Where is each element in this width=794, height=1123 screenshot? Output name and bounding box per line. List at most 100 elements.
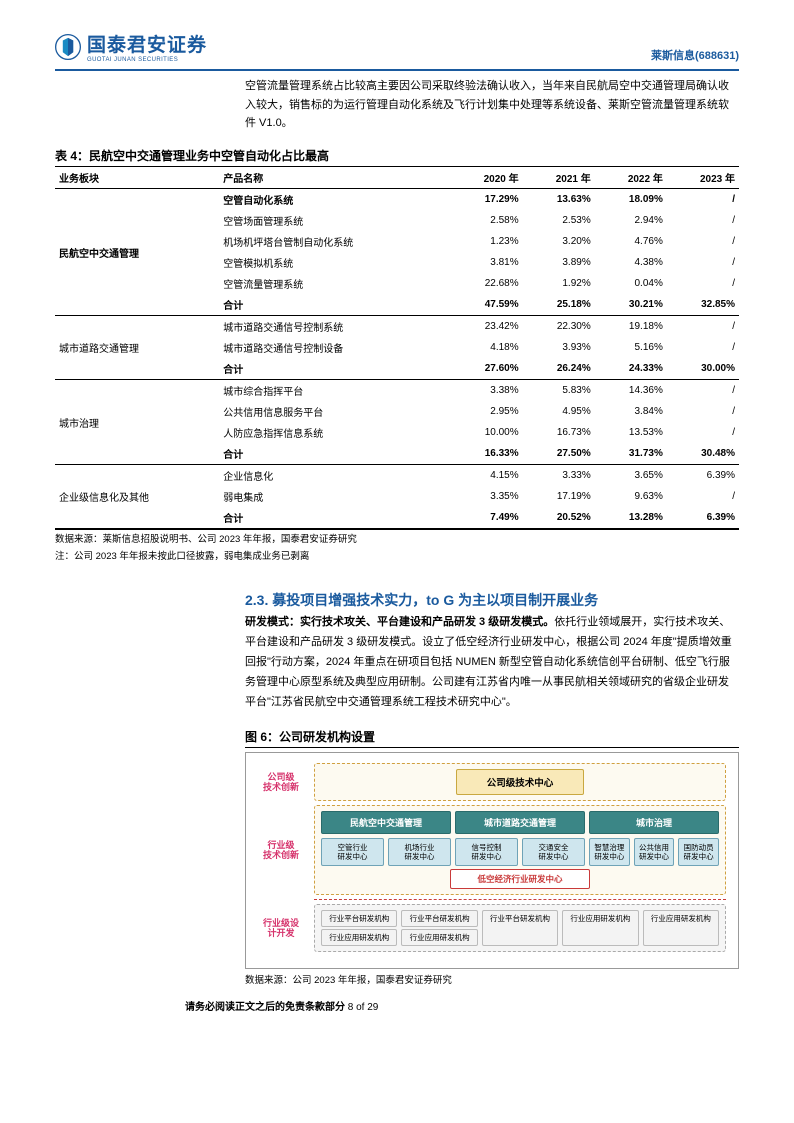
table4-value: / (667, 316, 739, 338)
table4-value: 0.04% (595, 273, 667, 294)
table4-value: 6.39% (667, 465, 739, 487)
grey-node: 行业应用研发机构 (562, 910, 638, 946)
table4-value: 2.58% (451, 210, 523, 231)
blue-node: 智慧治理研发中心 (589, 838, 630, 866)
table4-value: / (667, 486, 739, 507)
green-node: 城市道路交通管理 (455, 811, 585, 834)
table4-product: 弱电集成 (219, 486, 450, 507)
blue-node: 信号控制研发中心 (455, 838, 518, 866)
table4-value: 4.95% (523, 401, 595, 422)
section-2-3-para: 研发模式：实行技术攻关、平台建设和产品研发 3 级研发模式。依托行业领域展开，实… (245, 613, 739, 712)
footer-page: 8 of 29 (348, 1002, 379, 1013)
table4-value: 2.94% (595, 210, 667, 231)
level3-label: 行业级设计开发 (258, 918, 304, 940)
company-logo-icon (55, 34, 81, 60)
table4-product: 空管自动化系统 (219, 189, 450, 211)
table4: 业务板块产品名称2020 年2021 年2022 年2023 年 民航空中交通管… (55, 167, 739, 529)
blue-node: 国防动员研发中心 (678, 838, 719, 866)
table4-value: 1.23% (451, 231, 523, 252)
table4-value: 3.84% (595, 401, 667, 422)
figure6-source: 数据来源：公司 2023 年年报，国泰君安证券研究 (245, 972, 739, 986)
table4-value: 22.30% (523, 316, 595, 338)
table4-value: / (667, 273, 739, 294)
table4-row: 民航空中交通管理空管自动化系统17.29%13.63%18.09%/ (55, 189, 739, 211)
dashed-separator (314, 899, 726, 900)
table4-block-label: 企业级信息化及其他 (55, 465, 219, 529)
table4-row: 企业级信息化及其他企业信息化4.15%3.33%3.65%6.39% (55, 465, 739, 487)
table4-value: 5.83% (523, 380, 595, 402)
footer-text: 请务必阅读正文之后的免责条款部分 (185, 1002, 345, 1013)
table4-value: 5.16% (595, 337, 667, 358)
figure6-title: 图 6：公司研发机构设置 (245, 728, 739, 748)
table4-value: / (667, 380, 739, 402)
blue-node: 公共信用研发中心 (634, 838, 675, 866)
grey-node: 行业应用研发机构 (401, 929, 477, 946)
table4-source: 数据来源：莱斯信息招股说明书、公司 2023 年年报，国泰君安证券研究 (55, 532, 739, 547)
table4-value: / (667, 401, 739, 422)
table4-product: 城市综合指挥平台 (219, 380, 450, 402)
green-node: 民航空中交通管理 (321, 811, 451, 834)
table4-value: 3.35% (451, 486, 523, 507)
table4-value: 4.15% (451, 465, 523, 487)
green-node: 城市治理 (589, 811, 719, 834)
blue-node: 交通安全研发中心 (522, 838, 585, 866)
table4-value: 16.73% (523, 422, 595, 443)
table4-value: 9.63% (595, 486, 667, 507)
table4-value: 3.65% (595, 465, 667, 487)
table4-value: 3.81% (451, 252, 523, 273)
red-highlight-node: 低空经济行业研发中心 (450, 869, 590, 889)
para-body: 依托行业领域展开，实行技术攻关、平台建设和产品研发 3 级研发模式。设立了低空经… (245, 616, 732, 707)
table4-value: / (667, 210, 739, 231)
grey-node: 行业平台研发机构 (482, 910, 558, 946)
table4-value: 4.38% (595, 252, 667, 273)
table4-col-header: 产品名称 (219, 167, 450, 189)
table4-value: / (667, 189, 739, 211)
level1-label: 公司级技术创新 (258, 772, 304, 794)
table4-product: 空管场面管理系统 (219, 210, 450, 231)
page-header: 国泰君安证券 GUOTAI JUNAN SECURITIES 莱斯信息(6886… (55, 30, 739, 65)
table4-value: 1.92% (523, 273, 595, 294)
table4-row: 城市治理城市综合指挥平台3.38%5.83%14.36%/ (55, 380, 739, 402)
section-2-3-heading: 2.3. 募投项目增强技术实力，to G 为主以项目制开展业务 (245, 590, 739, 610)
table4-product: 城市道路交通信号控制设备 (219, 337, 450, 358)
grey-node: 行业平台研发机构 (321, 910, 397, 927)
table4-value: 10.00% (451, 422, 523, 443)
table4-block-label: 民航空中交通管理 (55, 189, 219, 316)
table4-value: / (667, 337, 739, 358)
intro-paragraph: 空管流量管理系统占比较高主要因公司采取终验法确认收入，当年来自民航局空中交通管理… (245, 77, 739, 133)
table4-value: 3.93% (523, 337, 595, 358)
para-lead: 研发模式：实行技术攻关、平台建设和产品研发 3 级研发模式。 (245, 616, 554, 628)
table4-product: 人防应急指挥信息系统 (219, 422, 450, 443)
logo-text-en: GUOTAI JUNAN SECURITIES (87, 57, 207, 63)
table4-value: / (667, 231, 739, 252)
table4-value: 17.29% (451, 189, 523, 211)
table4-block-label: 城市道路交通管理 (55, 316, 219, 380)
logo-text-cn: 国泰君安证券 (87, 30, 207, 57)
table4-value: 3.38% (451, 380, 523, 402)
table4-value: 3.89% (523, 252, 595, 273)
page-footer: 请务必阅读正文之后的免责条款部分 8 of 29 (185, 998, 739, 1013)
level2-label: 行业级技术创新 (258, 840, 304, 862)
table4-value: 19.18% (595, 316, 667, 338)
grey-node: 行业平台研发机构 (401, 910, 477, 927)
table4-value: 3.20% (523, 231, 595, 252)
document-title: 莱斯信息(688631) (651, 47, 739, 63)
header-rule (55, 69, 739, 71)
table4-value: 13.63% (523, 189, 595, 211)
table4-value: 13.53% (595, 422, 667, 443)
table4-col-header: 2022 年 (595, 167, 667, 189)
table4-value: 17.19% (523, 486, 595, 507)
table4-col-header: 业务板块 (55, 167, 219, 189)
table4-row: 城市道路交通管理城市道路交通信号控制系统23.42%22.30%19.18%/ (55, 316, 739, 338)
table4-value: / (667, 252, 739, 273)
table4-col-header: 2023 年 (667, 167, 739, 189)
table4-product: 机场机坪塔台管制自动化系统 (219, 231, 450, 252)
logo-block: 国泰君安证券 GUOTAI JUNAN SECURITIES (55, 30, 207, 63)
table4-product: 公共信用信息服务平台 (219, 401, 450, 422)
table4-value: 14.36% (595, 380, 667, 402)
grey-node: 行业应用研发机构 (643, 910, 719, 946)
top-node: 公司级技术中心 (456, 769, 584, 795)
table4-value: 2.95% (451, 401, 523, 422)
table4-value: 18.09% (595, 189, 667, 211)
blue-node: 机场行业研发中心 (388, 838, 451, 866)
